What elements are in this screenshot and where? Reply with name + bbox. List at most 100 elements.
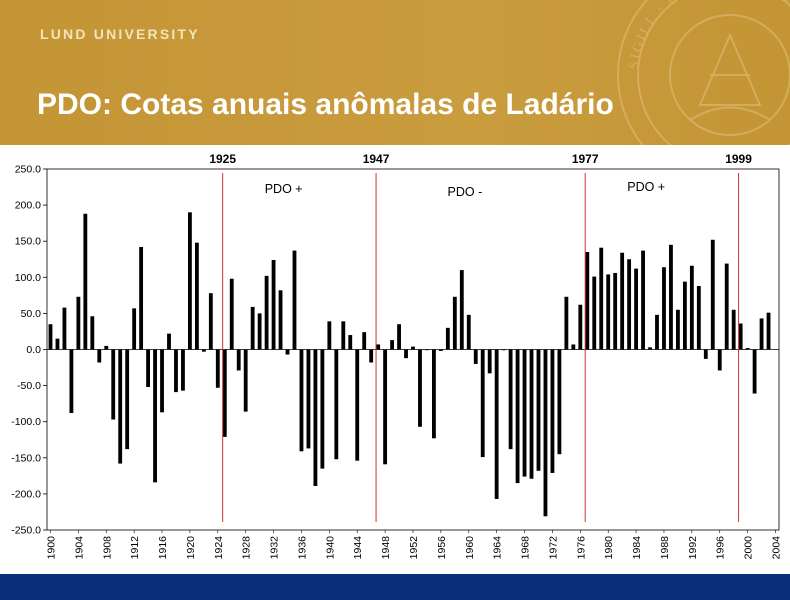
bar-1980 bbox=[606, 274, 611, 350]
bar-2000 bbox=[745, 348, 750, 350]
slide-footer bbox=[0, 574, 790, 600]
x-tick-label: 1988 bbox=[659, 536, 671, 560]
y-tick-label: 50.0 bbox=[21, 308, 42, 320]
bar-1952 bbox=[411, 346, 415, 350]
bar-1949 bbox=[390, 340, 395, 350]
y-tick-label: -50.0 bbox=[17, 380, 41, 392]
bar-1920 bbox=[187, 212, 192, 350]
bar-1929 bbox=[250, 306, 255, 350]
bar-1935 bbox=[292, 250, 297, 350]
bar-1974 bbox=[564, 296, 569, 350]
bar-1997 bbox=[724, 263, 729, 350]
x-tick-label: 2000 bbox=[743, 536, 755, 560]
bar-1973 bbox=[557, 349, 562, 455]
bar-1917 bbox=[167, 333, 171, 350]
bar-1913 bbox=[139, 246, 144, 350]
bar-1970 bbox=[536, 349, 541, 471]
bar-1940 bbox=[327, 321, 332, 350]
bar-1961 bbox=[473, 349, 478, 364]
x-tick-label: 1904 bbox=[73, 536, 85, 560]
bar-1923 bbox=[208, 293, 213, 350]
bar-1926 bbox=[229, 278, 234, 350]
university-name: LUND UNIVERSITY bbox=[40, 26, 200, 42]
x-tick-label: 1992 bbox=[687, 536, 699, 560]
bar-1945 bbox=[362, 332, 367, 350]
bar-1916 bbox=[160, 349, 164, 413]
bar-1985 bbox=[641, 250, 645, 350]
x-tick-label: 1944 bbox=[352, 536, 364, 560]
y-tick-label: 100.0 bbox=[15, 272, 41, 284]
bar-2003 bbox=[766, 312, 771, 350]
x-tick-label: 1984 bbox=[631, 536, 643, 560]
bar-1942 bbox=[341, 321, 346, 350]
bar-1901 bbox=[55, 338, 60, 350]
bar-1912 bbox=[132, 308, 137, 350]
x-tick-label: 1996 bbox=[715, 536, 727, 560]
bar-1953 bbox=[418, 349, 422, 427]
x-tick-label: 1928 bbox=[241, 536, 253, 560]
bar-1946 bbox=[369, 349, 374, 363]
bar-1966 bbox=[508, 349, 513, 450]
bar-1928 bbox=[243, 349, 248, 412]
bar-1978 bbox=[592, 276, 597, 350]
bar-1919 bbox=[181, 349, 185, 391]
bar-1950 bbox=[397, 324, 401, 350]
bar-1909 bbox=[111, 349, 116, 420]
bar-1982 bbox=[620, 252, 625, 350]
bar-1992 bbox=[689, 265, 694, 350]
bar-1960 bbox=[466, 314, 471, 350]
divider-year-label: 1925 bbox=[209, 152, 236, 166]
x-tick-label: 1924 bbox=[213, 536, 225, 560]
x-tick-label: 1948 bbox=[380, 536, 392, 560]
bar-1962 bbox=[480, 349, 485, 458]
bar-1994 bbox=[703, 349, 708, 359]
pdo-period-label: PDO + bbox=[265, 182, 303, 196]
bar-2002 bbox=[759, 318, 764, 350]
bar-1991 bbox=[682, 281, 687, 350]
bar-1944 bbox=[355, 349, 360, 461]
bar-1911 bbox=[125, 349, 130, 450]
bar-1984 bbox=[634, 268, 639, 350]
bar-1930 bbox=[257, 313, 262, 350]
bar-1951 bbox=[404, 349, 408, 359]
bar-1915 bbox=[153, 349, 157, 483]
x-tick-label: 1968 bbox=[520, 536, 532, 560]
bar-1967 bbox=[515, 349, 520, 484]
bar-1976 bbox=[578, 304, 583, 350]
bar-1948 bbox=[383, 349, 388, 465]
bar-1906 bbox=[90, 316, 95, 350]
bar-1925 bbox=[222, 349, 227, 437]
bar-2001 bbox=[752, 349, 757, 394]
y-tick-label: -250.0 bbox=[11, 525, 41, 537]
bar-chart: 250.0 200.0 150.0 100.0 50.0 0.0 -50.0 -100.0 -1… bbox=[11, 152, 782, 560]
x-tick-label: 1936 bbox=[296, 536, 308, 560]
bar-1939 bbox=[320, 349, 325, 469]
y-tick-label: 200.0 bbox=[15, 200, 41, 212]
bar-1983 bbox=[627, 259, 632, 350]
y-tick-label: 150.0 bbox=[15, 236, 41, 248]
bar-1979 bbox=[599, 247, 604, 350]
slide-title: PDO: Cotas anuais anômalas de Ladário bbox=[37, 88, 614, 121]
bar-1908 bbox=[104, 345, 109, 350]
x-tick-label: 1916 bbox=[157, 536, 169, 560]
y-tick-label: -200.0 bbox=[11, 488, 41, 500]
bar-1958 bbox=[452, 296, 457, 350]
bar-1971 bbox=[543, 349, 548, 517]
bar-1934 bbox=[285, 349, 290, 355]
bar-1988 bbox=[662, 267, 666, 350]
bar-1999 bbox=[738, 323, 743, 350]
bar-1921 bbox=[194, 242, 199, 350]
x-tick-label: 1976 bbox=[575, 536, 587, 560]
y-tick-label: -150.0 bbox=[11, 452, 41, 464]
bar-1902 bbox=[62, 307, 67, 350]
bar-1986 bbox=[648, 347, 652, 350]
bar-1981 bbox=[613, 272, 618, 350]
bar-1931 bbox=[264, 275, 269, 350]
bar-1955 bbox=[431, 349, 436, 439]
bar-1969 bbox=[529, 349, 534, 479]
bar-1972 bbox=[550, 349, 555, 473]
bar-1989 bbox=[669, 244, 673, 350]
bar-1987 bbox=[655, 314, 659, 350]
bar-1993 bbox=[696, 285, 701, 350]
bar-1968 bbox=[522, 349, 527, 477]
